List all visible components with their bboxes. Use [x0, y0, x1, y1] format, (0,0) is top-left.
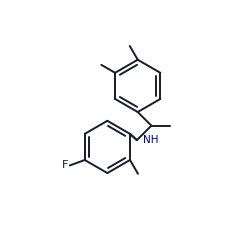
Text: F: F: [61, 160, 68, 171]
Text: NH: NH: [142, 135, 157, 145]
